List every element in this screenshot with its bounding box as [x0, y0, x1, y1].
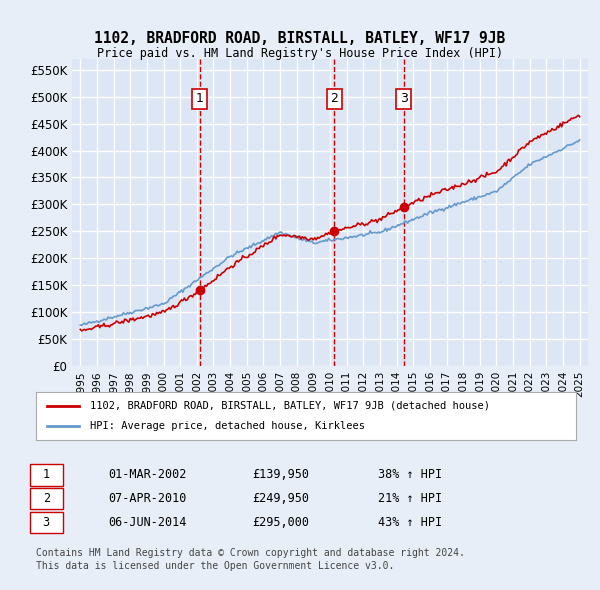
Text: 38% ↑ HPI: 38% ↑ HPI — [378, 468, 442, 481]
Text: 1: 1 — [43, 468, 50, 481]
Text: £295,000: £295,000 — [252, 516, 309, 529]
Text: Price paid vs. HM Land Registry's House Price Index (HPI): Price paid vs. HM Land Registry's House … — [97, 47, 503, 60]
Text: 1102, BRADFORD ROAD, BIRSTALL, BATLEY, WF17 9JB: 1102, BRADFORD ROAD, BIRSTALL, BATLEY, W… — [94, 31, 506, 46]
Text: 43% ↑ HPI: 43% ↑ HPI — [378, 516, 442, 529]
Text: 3: 3 — [400, 93, 407, 106]
Text: 01-MAR-2002: 01-MAR-2002 — [108, 468, 187, 481]
Text: 1: 1 — [196, 93, 203, 106]
Text: 2: 2 — [43, 492, 50, 505]
Text: 21% ↑ HPI: 21% ↑ HPI — [378, 492, 442, 505]
Text: 07-APR-2010: 07-APR-2010 — [108, 492, 187, 505]
Text: £249,950: £249,950 — [252, 492, 309, 505]
Text: 1102, BRADFORD ROAD, BIRSTALL, BATLEY, WF17 9JB (detached house): 1102, BRADFORD ROAD, BIRSTALL, BATLEY, W… — [90, 401, 490, 411]
Text: HPI: Average price, detached house, Kirklees: HPI: Average price, detached house, Kirk… — [90, 421, 365, 431]
Text: Contains HM Land Registry data © Crown copyright and database right 2024.: Contains HM Land Registry data © Crown c… — [36, 549, 465, 558]
Text: £139,950: £139,950 — [252, 468, 309, 481]
Text: This data is licensed under the Open Government Licence v3.0.: This data is licensed under the Open Gov… — [36, 562, 394, 571]
Text: 2: 2 — [331, 93, 338, 106]
Text: 06-JUN-2014: 06-JUN-2014 — [108, 516, 187, 529]
Text: 3: 3 — [43, 516, 50, 529]
